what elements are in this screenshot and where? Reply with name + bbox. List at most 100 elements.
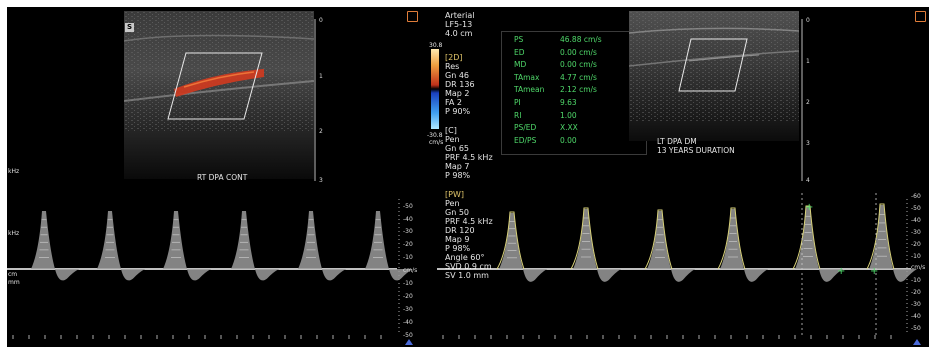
color-box[interactable] bbox=[167, 52, 263, 120]
measurement-label: ED bbox=[514, 47, 525, 57]
velocity-label: -10 bbox=[911, 277, 921, 284]
measurement-row: TAmean 2.12 cm/s bbox=[514, 84, 646, 97]
measurement-value: 2.12 cm/s bbox=[560, 85, 597, 95]
preset-line: 4.0 cm bbox=[445, 29, 473, 38]
left-bmode-svg bbox=[123, 11, 315, 179]
auto-trace bbox=[570, 207, 599, 270]
color-scale-bar bbox=[431, 49, 439, 129]
color-scale-bottom: -30.8 bbox=[427, 132, 443, 139]
right-bmode-image bbox=[628, 11, 800, 141]
right-depth-scale: 0 1 2 3 4 bbox=[799, 17, 815, 184]
spectral-pulse bbox=[499, 213, 547, 282]
auto-trace bbox=[792, 205, 821, 270]
sample-box[interactable] bbox=[678, 38, 748, 92]
preset-line: Arterial bbox=[445, 11, 475, 20]
velocity-label: -20 bbox=[403, 241, 413, 248]
block-pw-line: DR 120 bbox=[445, 226, 475, 235]
preset-line: LF5-13 bbox=[445, 20, 473, 29]
measurement-value: 0.00 cm/s bbox=[560, 47, 597, 57]
measurement-label: TAmean bbox=[514, 85, 545, 95]
velocity-label: -50 bbox=[403, 332, 413, 339]
record-icon[interactable] bbox=[915, 11, 926, 22]
spectral-pulse bbox=[869, 205, 917, 282]
measurement-label: PI bbox=[514, 97, 521, 107]
left-depth-label: 2 bbox=[319, 128, 323, 135]
left-bmode-image bbox=[123, 11, 315, 179]
block-pw-line: SV 1.0 mm bbox=[445, 271, 489, 280]
spectral-doppler: + + + bbox=[7, 193, 917, 339]
spectral-pulse bbox=[163, 211, 211, 281]
velocity-label: -20 bbox=[911, 289, 921, 296]
measurement-value: 0.00 bbox=[560, 135, 577, 145]
right-caption-line1: LT DPA DM bbox=[657, 137, 697, 146]
block-pw-line: Gn 50 bbox=[445, 208, 469, 217]
ultrasound-screen: S 0 1 2 3 RT DPA CONT kHz kHz cm mm Arte… bbox=[7, 7, 929, 347]
velocity-label: -50 bbox=[911, 205, 921, 212]
block-pw-line: Map 9 bbox=[445, 235, 470, 244]
measurement-box: PS 46.88 cm/s ED 0.00 cm/s MD 0.00 cm/s TAm… bbox=[501, 31, 647, 155]
velocity-label: -50 bbox=[911, 325, 921, 332]
block-2d-line: DR 136 bbox=[445, 80, 475, 89]
measurement-row: PI 9.63 bbox=[514, 97, 646, 110]
measurement-label: ED/PS bbox=[514, 135, 537, 145]
block-c-line: PRF 4.5 kHz bbox=[445, 153, 493, 162]
velocity-label: -10 bbox=[911, 253, 921, 260]
velocity-label: -30 bbox=[911, 301, 921, 308]
left-depth-svg bbox=[314, 19, 316, 181]
marker-icon bbox=[913, 339, 921, 345]
velocity-label: -60 bbox=[911, 193, 921, 200]
measurement-row: ED 0.00 cm/s bbox=[514, 47, 646, 60]
caliper-cross-icon[interactable]: + bbox=[805, 202, 813, 213]
khz-label: kHz bbox=[8, 168, 20, 175]
right-depth-label: 2 bbox=[806, 99, 810, 106]
block-pw-line: P 98% bbox=[445, 244, 471, 253]
spectral-pulse bbox=[298, 211, 346, 281]
spectral-pulse bbox=[720, 209, 768, 282]
record-icon[interactable] bbox=[407, 11, 418, 22]
right-depth-label: 0 bbox=[806, 17, 810, 24]
color-scale-top: 30.8 bbox=[429, 42, 443, 49]
measurement-value: 9.63 bbox=[560, 97, 577, 107]
block-c: [C] Pen Gn 65 PRF 4.5 kHz Map 7 P 98% bbox=[445, 126, 493, 180]
block-pw-header: [PW] bbox=[445, 190, 464, 199]
measurement-value: 1.00 bbox=[560, 110, 577, 120]
left-depth-scale: 0 1 2 3 bbox=[313, 17, 327, 184]
measurement-row: RI 1.00 bbox=[514, 110, 646, 123]
right-depth-label: 1 bbox=[806, 58, 810, 65]
velocity-label: -50 bbox=[403, 203, 413, 210]
measurement-label: PS bbox=[514, 35, 524, 44]
velocity-label: -20 bbox=[911, 241, 921, 248]
right-depth-svg bbox=[801, 19, 803, 181]
block-pw-line: SVD 0.9 cm bbox=[445, 262, 492, 271]
block-2d: [2D] Res Gn 46 DR 136 Map 2 FA 2 P 90% bbox=[445, 53, 475, 116]
color-scale-unit: cm/s bbox=[429, 139, 444, 146]
velocity-label: -20 bbox=[403, 293, 413, 300]
measurement-row: PS/ED X.XX bbox=[514, 122, 646, 135]
measurement-row: ED/PS 0.00 bbox=[514, 135, 646, 148]
auto-trace bbox=[866, 203, 895, 270]
preset-block: Arterial LF5-13 4.0 cm bbox=[445, 11, 474, 38]
velocity-label: -10 bbox=[403, 254, 413, 261]
right-depth-label: 4 bbox=[806, 177, 810, 184]
spectral-pulse bbox=[97, 211, 145, 281]
left-depth-label: 0 bbox=[319, 17, 323, 24]
left-caption: RT DPA CONT bbox=[197, 173, 248, 182]
spectral-pulse bbox=[231, 211, 279, 281]
left-depth-label: 1 bbox=[319, 73, 323, 80]
velocity-label: -40 bbox=[911, 313, 921, 320]
block-2d-line: P 90% bbox=[445, 107, 471, 116]
velocity-label: -40 bbox=[911, 217, 921, 224]
marker-icon bbox=[405, 339, 413, 345]
block-c-line: P 98% bbox=[445, 171, 471, 180]
measurement-label: TAmax bbox=[514, 72, 540, 82]
left-depth-label: 3 bbox=[319, 177, 323, 184]
velocity-unit: cm/s bbox=[403, 267, 418, 274]
auto-trace bbox=[644, 209, 673, 270]
spectral-pulse bbox=[573, 209, 621, 282]
velocity-label: -40 bbox=[403, 216, 413, 223]
caliper-cross-icon[interactable]: + bbox=[870, 266, 878, 277]
caliper-cross-icon[interactable]: + bbox=[837, 266, 845, 277]
measurement-value: 0.00 cm/s bbox=[560, 60, 597, 70]
block-pw-line: Angle 60° bbox=[445, 253, 485, 262]
velocity-label: -40 bbox=[403, 319, 413, 326]
